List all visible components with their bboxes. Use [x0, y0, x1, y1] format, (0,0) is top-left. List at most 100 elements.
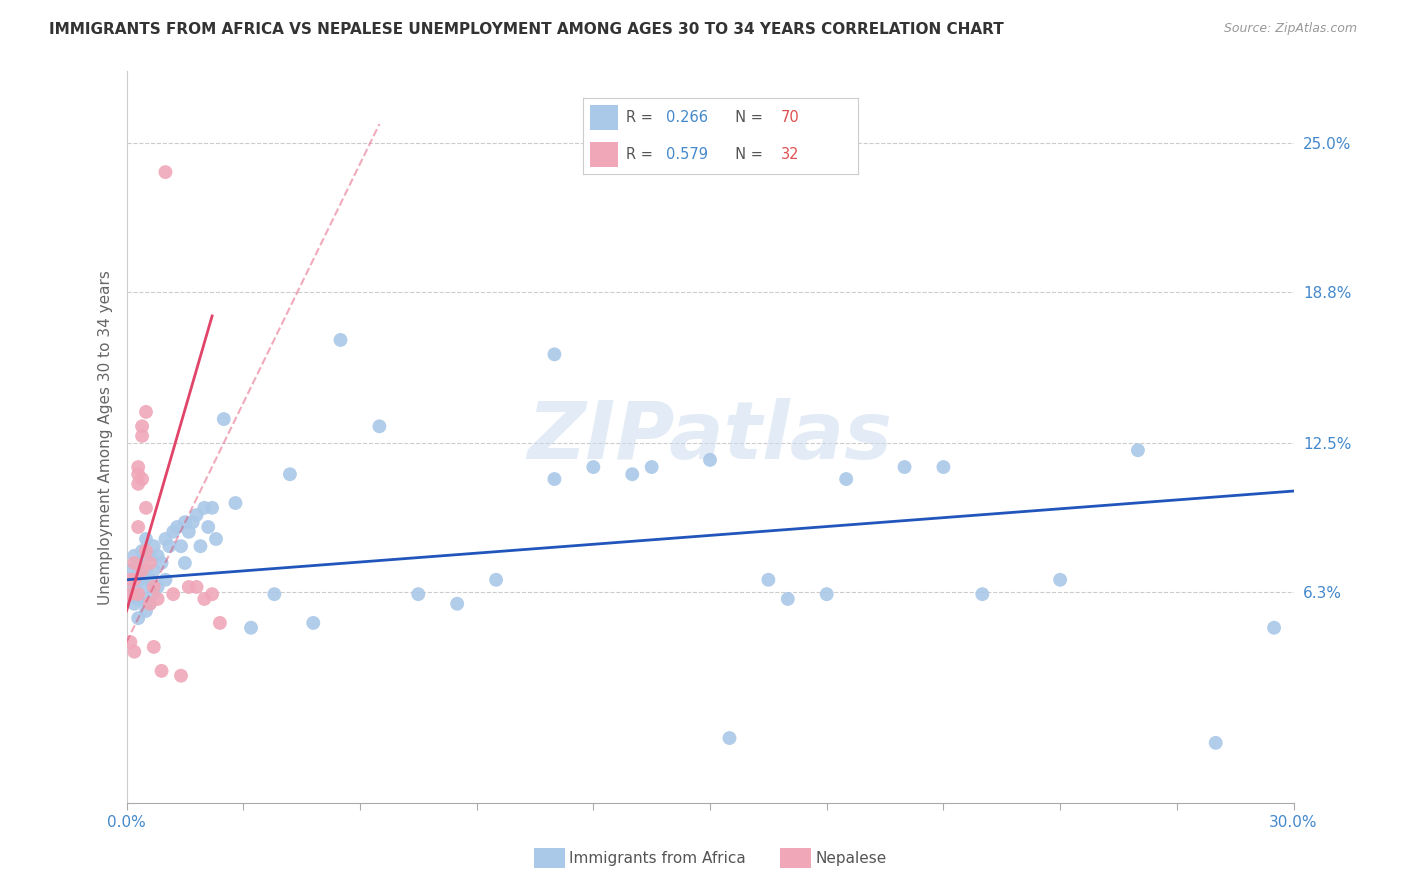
Point [135, 563, 157, 577]
Point [174, 556, 197, 570]
Text: Source: ZipAtlas.com: Source: ZipAtlas.com [1223, 22, 1357, 36]
Point [543, 472, 565, 486]
Text: 32: 32 [780, 147, 800, 162]
Point [208, 615, 231, 630]
Point [150, 664, 173, 678]
Point [201, 587, 224, 601]
Point [139, 597, 162, 611]
Point [142, 640, 165, 654]
Point [170, 539, 193, 553]
Point [127, 520, 149, 534]
Point [166, 520, 188, 534]
Point [146, 580, 169, 594]
Point [718, 731, 741, 745]
Point [124, 645, 146, 659]
Point [139, 556, 162, 570]
FancyBboxPatch shape [591, 105, 617, 130]
Point [181, 515, 204, 529]
Point [127, 476, 149, 491]
FancyBboxPatch shape [591, 142, 617, 167]
Point [124, 573, 146, 587]
Point [224, 496, 246, 510]
Point [205, 532, 228, 546]
Point [186, 580, 208, 594]
Point [135, 544, 157, 558]
Point [131, 429, 153, 443]
Point [641, 460, 664, 475]
Point [240, 621, 263, 635]
Point [1126, 443, 1149, 458]
Point [197, 520, 219, 534]
Point [756, 573, 779, 587]
Point [131, 591, 153, 606]
Text: 0.579: 0.579 [666, 147, 707, 162]
Point [174, 515, 197, 529]
Point [543, 347, 565, 361]
Point [124, 580, 146, 594]
Point [162, 587, 184, 601]
Point [485, 573, 508, 587]
Text: N =: N = [725, 147, 768, 162]
Point [1049, 573, 1071, 587]
Point [155, 532, 177, 546]
Point [120, 573, 142, 587]
Point [142, 580, 165, 594]
Point [201, 500, 224, 515]
Point [131, 472, 153, 486]
Point [193, 500, 215, 515]
Point [972, 587, 994, 601]
Text: 70: 70 [780, 111, 800, 126]
Point [131, 544, 153, 558]
Point [155, 165, 177, 179]
Point [150, 556, 173, 570]
Point [263, 587, 285, 601]
Point [135, 604, 157, 618]
Point [699, 453, 721, 467]
Point [127, 587, 149, 601]
Point [135, 500, 157, 515]
Text: R =: R = [626, 147, 658, 162]
Point [302, 615, 325, 630]
Point [124, 556, 146, 570]
Point [621, 467, 644, 482]
Point [1263, 621, 1285, 635]
Point [835, 472, 858, 486]
Text: ZIPatlas: ZIPatlas [527, 398, 893, 476]
Point [193, 591, 215, 606]
Point [815, 587, 838, 601]
Point [278, 467, 301, 482]
Point [139, 549, 162, 563]
Point [120, 587, 142, 601]
Point [120, 563, 142, 577]
Point [120, 635, 142, 649]
Text: R =: R = [626, 111, 658, 126]
Point [127, 611, 149, 625]
Point [186, 508, 208, 522]
Point [582, 460, 605, 475]
Point [162, 524, 184, 539]
Point [368, 419, 391, 434]
Point [131, 568, 153, 582]
Point [408, 587, 430, 601]
Point [124, 597, 146, 611]
Y-axis label: Unemployment Among Ages 30 to 34 years: Unemployment Among Ages 30 to 34 years [97, 269, 112, 605]
Point [142, 563, 165, 577]
Point [142, 539, 165, 553]
Point [446, 597, 468, 611]
Point [142, 587, 165, 601]
Point [212, 412, 235, 426]
Point [135, 532, 157, 546]
Point [120, 587, 142, 601]
Text: IMMIGRANTS FROM AFRICA VS NEPALESE UNEMPLOYMENT AMONG AGES 30 TO 34 YEARS CORREL: IMMIGRANTS FROM AFRICA VS NEPALESE UNEMP… [49, 22, 1004, 37]
Point [329, 333, 352, 347]
Point [127, 467, 149, 482]
Point [190, 539, 212, 553]
Point [127, 591, 149, 606]
Point [127, 573, 149, 587]
Text: Immigrants from Africa: Immigrants from Africa [569, 851, 747, 865]
Point [177, 580, 200, 594]
Point [177, 524, 200, 539]
Point [139, 573, 162, 587]
Text: Nepalese: Nepalese [815, 851, 887, 865]
Point [135, 405, 157, 419]
